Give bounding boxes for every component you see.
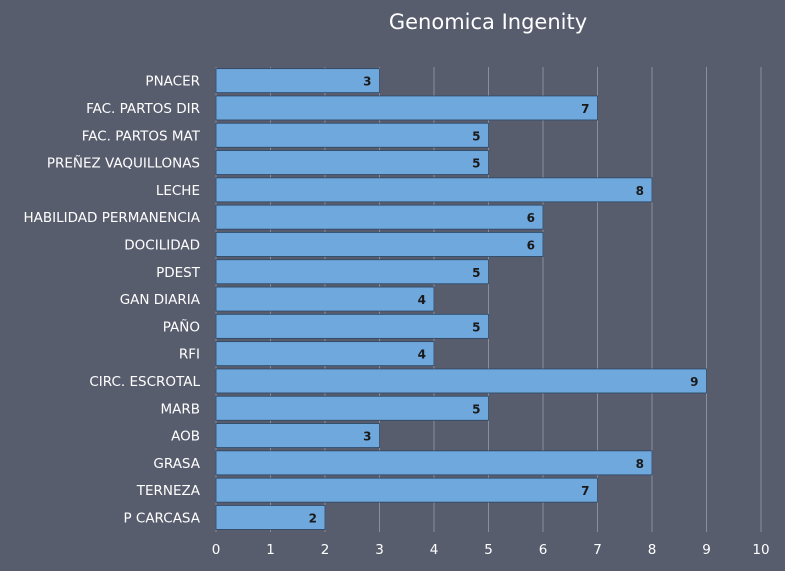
data-label-8: 5 [472, 266, 480, 280]
category-label-3: FAC. PARTOS MAT [82, 128, 201, 144]
data-label-11: 4 [418, 348, 426, 362]
data-label-16: 7 [581, 484, 589, 498]
x-tick-label-5: 5 [484, 542, 493, 558]
data-label-10: 5 [472, 320, 480, 334]
data-label-7: 6 [527, 238, 535, 252]
data-label-12: 9 [690, 375, 698, 389]
data-label-6: 6 [527, 211, 535, 225]
data-label-4: 5 [472, 157, 480, 171]
x-tick-label-6: 6 [539, 542, 548, 558]
data-label-15: 8 [636, 457, 644, 471]
x-tick-labels: 0 1 2 3 4 5 6 7 8 9 10 [212, 542, 770, 558]
data-label-3: 5 [472, 129, 480, 143]
category-label-7: DOCILIDAD [124, 237, 200, 253]
category-label-15: GRASA [153, 456, 200, 472]
category-label-8: PDEST [156, 265, 201, 281]
bar-8 [215, 259, 489, 285]
x-tick-label-3: 3 [375, 542, 384, 558]
data-label-14: 3 [363, 430, 371, 444]
x-tick-label-9: 9 [702, 542, 711, 558]
bar-10 [215, 313, 489, 339]
bar-16 [215, 477, 598, 503]
bar-7 [215, 232, 544, 257]
data-label-5: 8 [636, 184, 644, 198]
x-tick-label-8: 8 [648, 542, 657, 558]
category-label-9: GAN DIARIA [120, 292, 201, 308]
x-tick-label-10: 10 [752, 542, 769, 558]
data-label-1: 3 [363, 75, 371, 89]
category-label-4: PREÑEZ VAQUILLONAS [47, 155, 200, 172]
x-tick-label-7: 7 [593, 542, 602, 558]
category-label-14: AOB [171, 429, 200, 445]
category-label-2: FAC. PARTOS DIR [86, 101, 200, 117]
data-label-13: 5 [472, 402, 480, 416]
category-label-6: HABILIDAD PERMANENCIA [23, 210, 200, 226]
category-label-12: CIRC. ESCROTAL [89, 374, 200, 390]
data-label-17: 2 [309, 511, 317, 525]
bar-2 [215, 95, 598, 121]
data-label-2: 7 [581, 102, 589, 116]
x-tick-label-4: 4 [430, 542, 439, 558]
data-label-9: 4 [418, 293, 426, 307]
chart-title: Genomica Ingenity [388, 10, 588, 34]
bar-9 [215, 286, 435, 312]
x-tick-label-2: 2 [321, 542, 330, 558]
x-tick-label-0: 0 [212, 542, 221, 558]
category-label-13: MARB [160, 401, 200, 417]
category-label-1: PNACER [145, 74, 200, 90]
bar-17 [215, 505, 326, 530]
category-label-17: P CARCASA [123, 510, 200, 526]
bar-12 [215, 368, 707, 394]
bar-5 [215, 177, 653, 203]
category-label-5: LECHE [156, 183, 200, 199]
x-tick-label-1: 1 [266, 542, 275, 558]
bar-3 [215, 122, 489, 148]
bar-15 [215, 450, 653, 476]
bar-11 [215, 341, 435, 367]
bar-1 [215, 68, 380, 94]
bar-14 [215, 423, 380, 448]
bars: 3 7 5 5 8 6 6 5 4 5 4 9 5 3 8 7 2 [215, 68, 707, 530]
category-label-11: RFI [179, 347, 200, 363]
bar-4 [215, 150, 489, 175]
category-labels: PNACER FAC. PARTOS DIR FAC. PARTOS MAT PREÑ… [23, 74, 200, 527]
bar-6 [215, 204, 544, 230]
category-label-10: PAÑO [163, 318, 200, 335]
bar-13 [215, 395, 489, 421]
category-label-16: TERNEZA [136, 483, 201, 499]
